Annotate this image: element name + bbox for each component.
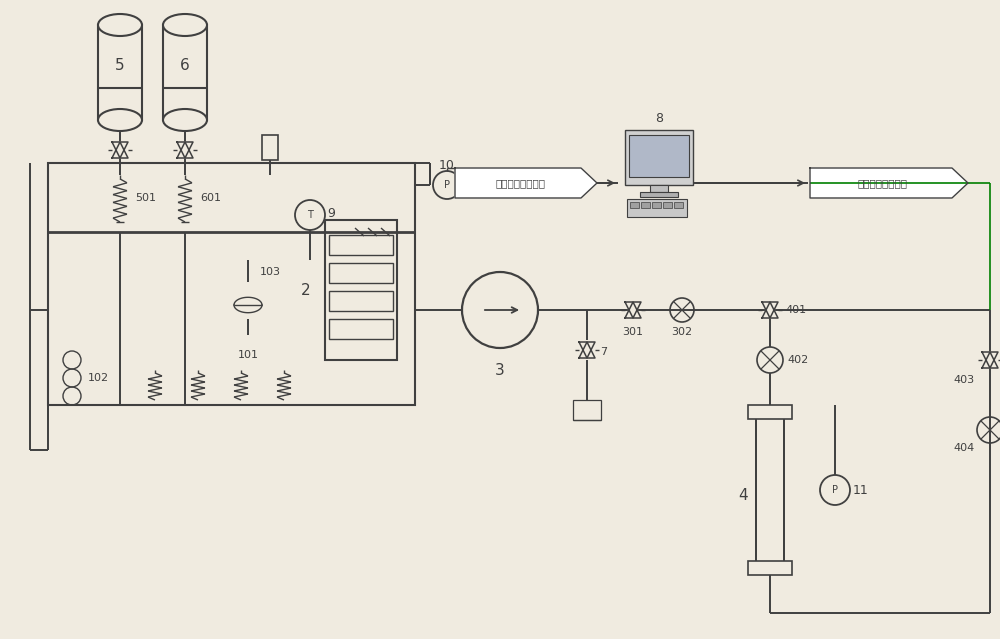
Polygon shape — [177, 142, 193, 158]
Bar — [641, 202, 650, 208]
Text: 102: 102 — [88, 373, 109, 383]
Polygon shape — [982, 352, 998, 368]
Bar — [625, 130, 693, 185]
Bar — [748, 561, 792, 575]
Text: 601: 601 — [200, 193, 221, 203]
Text: P: P — [832, 485, 838, 495]
Bar — [329, 235, 393, 255]
Polygon shape — [762, 302, 778, 318]
Bar — [629, 135, 689, 177]
Bar — [674, 202, 683, 208]
Polygon shape — [177, 142, 193, 158]
Bar — [329, 263, 393, 283]
Text: 10: 10 — [439, 158, 455, 171]
Text: P: P — [444, 180, 450, 190]
Text: 402: 402 — [787, 355, 808, 365]
Polygon shape — [455, 168, 597, 198]
Bar — [163, 25, 207, 120]
Bar — [48, 163, 415, 405]
Bar — [627, 199, 687, 217]
Polygon shape — [579, 342, 595, 358]
Text: T: T — [307, 210, 313, 220]
Bar — [630, 202, 639, 208]
Text: 2: 2 — [300, 282, 310, 298]
Polygon shape — [982, 352, 998, 368]
Polygon shape — [625, 302, 641, 318]
Bar — [663, 202, 672, 208]
Text: 403: 403 — [954, 375, 975, 385]
Text: 9: 9 — [327, 206, 335, 220]
Bar — [262, 135, 278, 160]
Text: 101: 101 — [238, 350, 259, 360]
Polygon shape — [625, 302, 641, 318]
Polygon shape — [762, 302, 778, 318]
Text: 401: 401 — [785, 305, 806, 315]
Bar — [748, 405, 792, 419]
Bar — [652, 202, 661, 208]
Polygon shape — [810, 168, 968, 198]
Text: 3: 3 — [495, 362, 505, 378]
Bar — [640, 192, 678, 197]
Bar — [329, 319, 393, 339]
Text: 404: 404 — [954, 443, 975, 453]
Text: 热工参数控制信号: 热工参数控制信号 — [858, 178, 908, 188]
Polygon shape — [579, 342, 595, 358]
Ellipse shape — [98, 109, 142, 131]
Text: 302: 302 — [671, 327, 693, 337]
Text: 6: 6 — [180, 58, 190, 72]
Polygon shape — [112, 142, 128, 158]
Polygon shape — [234, 297, 262, 312]
Text: 热工参数测量信号: 热工参数测量信号 — [495, 178, 545, 188]
Text: 11: 11 — [853, 484, 869, 497]
Text: 8: 8 — [655, 111, 663, 125]
Bar — [98, 25, 142, 120]
Bar — [650, 185, 668, 192]
Bar — [573, 400, 601, 420]
Ellipse shape — [98, 14, 142, 36]
Ellipse shape — [163, 109, 207, 131]
Text: 4: 4 — [738, 488, 748, 502]
Bar — [325, 220, 397, 360]
Bar — [329, 291, 393, 311]
Ellipse shape — [163, 14, 207, 36]
Text: 501: 501 — [135, 193, 156, 203]
Text: 103: 103 — [260, 267, 281, 277]
Polygon shape — [112, 142, 128, 158]
Text: 7: 7 — [600, 347, 607, 357]
Text: 5: 5 — [115, 58, 125, 72]
Text: 301: 301 — [622, 327, 644, 337]
